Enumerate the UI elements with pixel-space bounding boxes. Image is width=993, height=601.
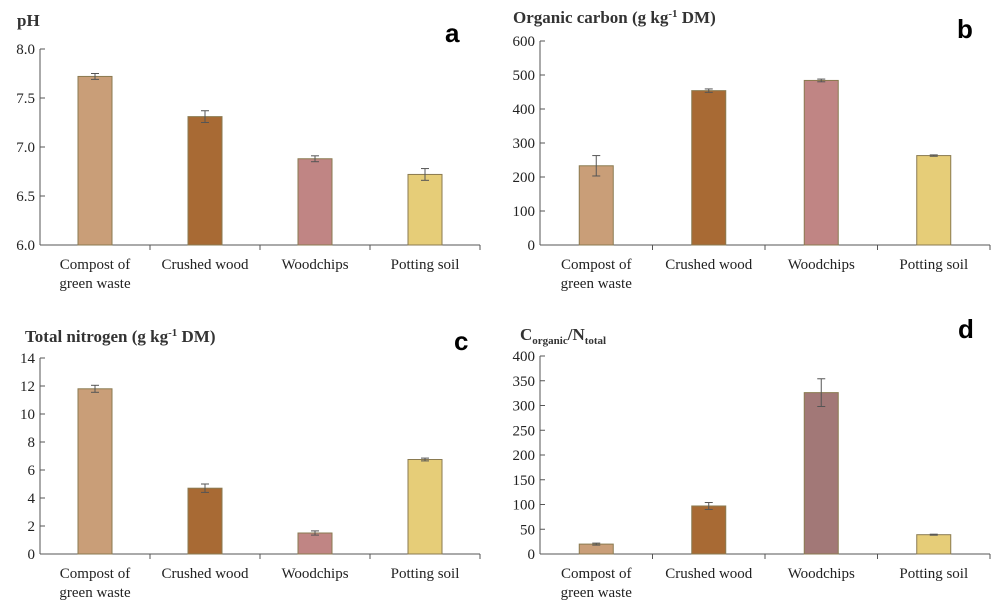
- y-tick-label: 6.5: [16, 189, 35, 205]
- bar: [916, 155, 952, 246]
- bar: [916, 534, 952, 555]
- y-tick-label: 10: [20, 407, 35, 423]
- category-label: Woodchips: [281, 566, 348, 582]
- y-tick-label: 200: [513, 448, 536, 464]
- y-tick-label: 100: [513, 204, 536, 220]
- panel-letter: c: [454, 326, 468, 356]
- y-tick-label: 8: [28, 435, 36, 451]
- category-label: Potting soil: [391, 566, 460, 582]
- category-label: Woodchips: [281, 257, 348, 273]
- y-tick-label: 7.0: [16, 140, 35, 156]
- category-label: green waste: [561, 585, 633, 601]
- bar: [691, 90, 727, 246]
- bar: [803, 79, 839, 246]
- chart-panel-b: 0 100 200 300 400 500 600 Compost of green waste…: [513, 8, 991, 292]
- panel-letter: d: [958, 314, 974, 344]
- category-label: Woodchips: [788, 566, 855, 582]
- category-label: Crushed wood: [665, 257, 753, 273]
- bar: [578, 165, 614, 246]
- category-label: Potting soil: [391, 257, 460, 273]
- y-tick-label: 0: [28, 547, 36, 563]
- chart-title: Total nitrogen (g kg-1 DM): [25, 327, 216, 346]
- category-label: green waste: [59, 276, 131, 292]
- chart-title: Organic carbon (g kg-1 DM): [513, 8, 716, 27]
- y-tick-label: 14: [20, 351, 36, 367]
- y-tick-label: 6: [28, 463, 36, 479]
- chart-title: Corganic/Ntotal: [520, 325, 606, 347]
- y-tick-label: 7.5: [16, 91, 35, 107]
- bar: [297, 158, 333, 246]
- bar: [691, 505, 727, 555]
- y-tick-label: 600: [513, 34, 536, 50]
- y-tick-label: 350: [513, 374, 536, 390]
- bar: [803, 392, 839, 555]
- y-tick-label: 0: [528, 547, 536, 563]
- bar: [297, 532, 333, 555]
- panel-letter: a: [445, 18, 460, 48]
- category-label: Compost of: [561, 257, 631, 273]
- y-tick-label: 400: [513, 102, 536, 118]
- y-tick-label: 2: [28, 519, 36, 535]
- bar: [407, 173, 443, 246]
- category-label: green waste: [59, 585, 131, 601]
- y-tick-label: 500: [513, 68, 536, 84]
- y-tick-label: 200: [513, 170, 536, 186]
- category-label: Potting soil: [899, 566, 968, 582]
- category-label: Compost of: [60, 566, 130, 582]
- chart-panel-a: 6.0 6.5 7.0 7.5 8.0 Compost of green waste Crus…: [16, 11, 481, 292]
- y-tick-label: 6.0: [16, 238, 35, 254]
- y-tick-label: 300: [513, 136, 536, 152]
- bar: [187, 116, 223, 246]
- category-label: Potting soil: [899, 257, 968, 273]
- category-label: Compost of: [561, 566, 631, 582]
- category-label: Crushed wood: [161, 257, 249, 273]
- category-label: Crushed wood: [161, 566, 249, 582]
- y-tick-label: 250: [513, 423, 536, 439]
- bar: [187, 487, 223, 555]
- y-tick-label: 12: [20, 379, 35, 395]
- bar: [407, 459, 443, 555]
- chart-panel-d: 0 50 100 150 200 250 300 350 400 Compost of green …: [513, 314, 991, 601]
- y-tick-label: 50: [520, 522, 535, 538]
- y-tick-label: 4: [28, 491, 36, 507]
- bar: [77, 388, 113, 555]
- category-label: Crushed wood: [665, 566, 753, 582]
- category-label: Compost of: [60, 257, 130, 273]
- y-tick-label: 0: [528, 238, 536, 254]
- y-tick-label: 8.0: [16, 42, 35, 58]
- chart-title: pH: [17, 11, 40, 30]
- y-tick-label: 100: [513, 498, 536, 514]
- category-label: Woodchips: [788, 257, 855, 273]
- chart-panel-c: 0 2 4 6 8 10 12 14 Compost of green waste Crushed …: [20, 326, 481, 601]
- panel-letter: b: [957, 14, 973, 44]
- category-label: green waste: [561, 276, 633, 292]
- y-tick-label: 400: [513, 349, 536, 365]
- y-tick-label: 300: [513, 399, 536, 415]
- bar: [77, 75, 113, 246]
- y-tick-label: 150: [513, 473, 536, 489]
